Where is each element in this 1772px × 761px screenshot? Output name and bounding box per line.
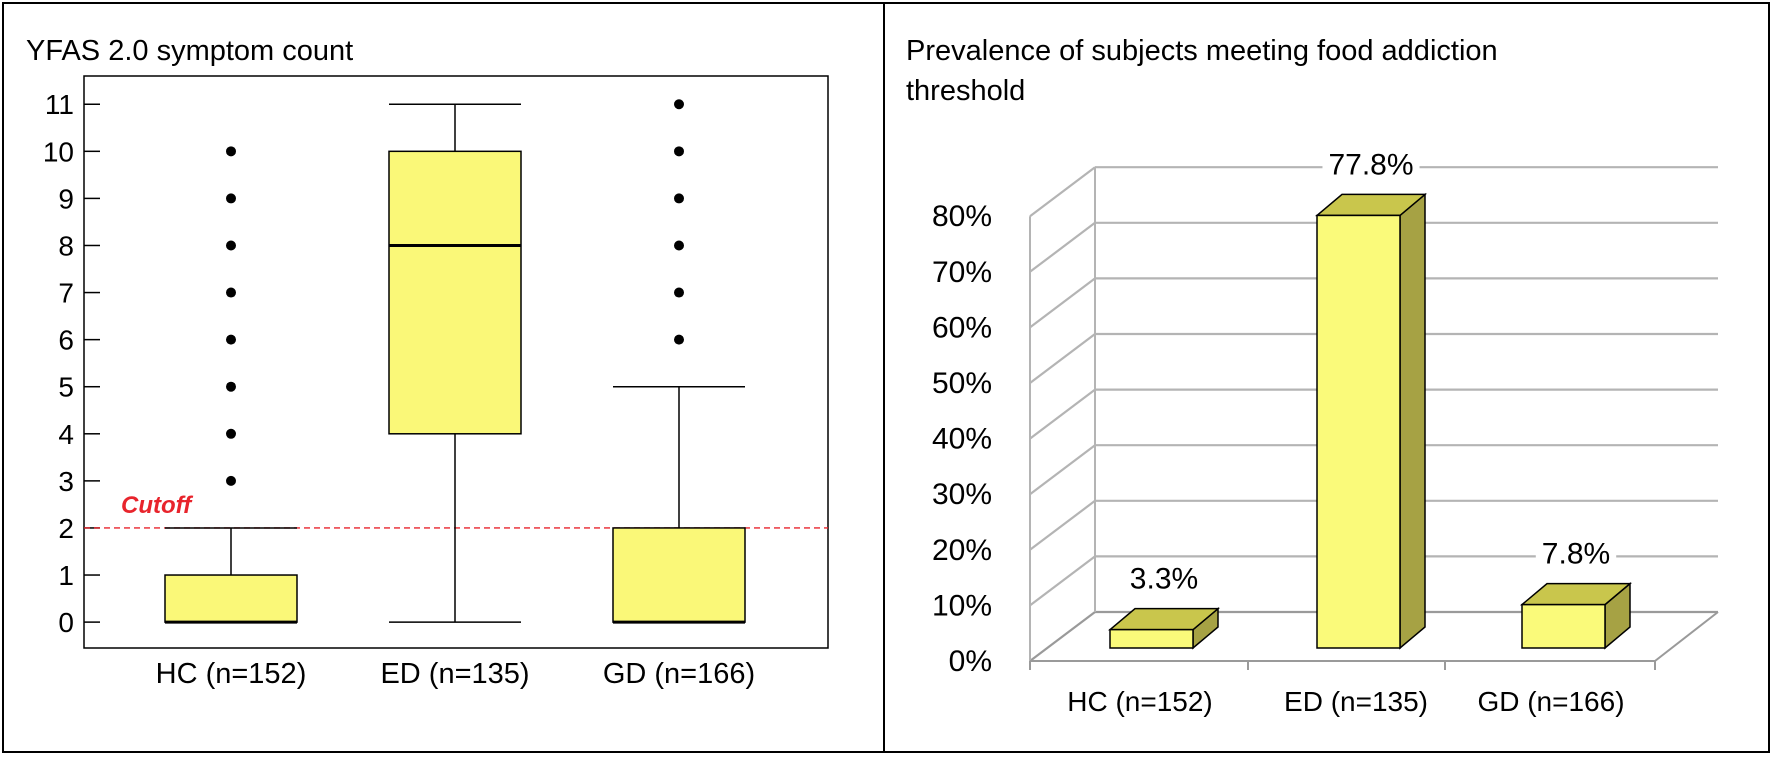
outlier-point [674, 287, 684, 298]
value-label-background [1123, 562, 1205, 596]
barchart-x-axis: HC (n=152) ED (n=135) GD (n=166) [1067, 686, 1624, 717]
barchart-panel: Prevalence of subjects meeting food addi… [906, 35, 1719, 717]
outlier-point [674, 146, 684, 157]
x-category-label: GD (n=166) [603, 658, 755, 690]
y-tick-label: 30% [932, 478, 992, 511]
grid-diagonal [1029, 333, 1096, 384]
iqr-box [164, 574, 298, 623]
boxplot-title: YFAS 2.0 symptom count [26, 35, 353, 67]
boxplot-x-axis: HC (n=152) ED (n=135) GD (n=166) [156, 658, 756, 690]
bar-0: 3.3% [1107, 562, 1221, 650]
outlier-point [226, 475, 236, 486]
value-label-background [1322, 148, 1420, 182]
y-tick-label: 1 [58, 560, 74, 591]
y-tick-label: 50% [932, 367, 992, 400]
iqr-box [612, 527, 746, 623]
outlier-point [226, 428, 236, 439]
y-tick-label: 10% [932, 589, 992, 622]
bar-value-label: 77.8% [1328, 148, 1413, 181]
boxplot-panel: YFAS 2.0 symptom count 0 1 2 3 4 5 6 7 8 9 10 11 Cu… [26, 35, 829, 690]
barchart-marks: 3.3% 77.8% 7.8% [1107, 148, 1633, 650]
outlier-point [674, 334, 684, 345]
grid-diagonal [1029, 221, 1096, 273]
iqr-box [388, 150, 522, 435]
boxplot-marks [164, 99, 746, 624]
y-tick-label: 60% [932, 311, 992, 344]
grid-diagonal [1029, 611, 1096, 662]
y-tick-label: 20% [932, 534, 992, 567]
outlier-point [674, 99, 684, 110]
outlier-point [226, 193, 236, 204]
outlier-point [674, 240, 684, 251]
floor-right-edge [1654, 611, 1719, 662]
x-category-label: GD (n=166) [1477, 686, 1624, 717]
x-category-label: HC (n=152) [1067, 686, 1213, 717]
y-tick-label: 10 [43, 136, 74, 167]
outlier-point [226, 240, 236, 251]
x-category-label: ED (n=135) [1284, 686, 1428, 717]
barchart-title-line-2: threshold [906, 75, 1025, 107]
outlier-point [226, 146, 236, 157]
bar-front-face [1521, 603, 1606, 649]
box-0 [164, 146, 298, 624]
y-tick-label: 70% [932, 256, 992, 289]
bar-value-label: 7.8% [1542, 538, 1610, 571]
y-tick-label: 4 [58, 419, 74, 450]
grid-diagonal [1029, 166, 1096, 218]
outlier-point [674, 193, 684, 204]
y-tick-label: 2 [58, 513, 74, 544]
bar-1: 77.8% [1314, 148, 1428, 650]
boxplot-plot-area [83, 75, 829, 649]
grid-diagonal [1029, 277, 1096, 329]
bar-2: 7.8% [1519, 537, 1633, 650]
grid-diagonal [1029, 499, 1096, 551]
boxplot-y-axis: 0 1 2 3 4 5 6 7 8 9 10 11 [43, 89, 100, 638]
grid-diagonal [1029, 444, 1096, 496]
y-tick-label: 8 [58, 230, 74, 261]
y-tick-label: 0 [58, 607, 74, 638]
bar-side-face [1399, 192, 1426, 650]
cutoff-label: Cutoff [121, 492, 193, 519]
x-category-label: HC (n=152) [156, 658, 307, 690]
y-tick-label: 11 [45, 89, 74, 120]
y-tick-label: 40% [932, 423, 992, 456]
y-tick-label: 9 [58, 183, 74, 214]
box-2 [612, 99, 746, 624]
outlier-point [226, 287, 236, 298]
barchart-title-line-1: Prevalence of subjects meeting food addi… [906, 35, 1498, 67]
outlier-point [226, 381, 236, 392]
outlier-point [226, 334, 236, 345]
cutoff-reference: Cutoff [84, 492, 828, 529]
bar-front-face [1316, 214, 1401, 649]
grid-diagonal [1029, 555, 1096, 607]
value-label-background [1535, 537, 1617, 571]
y-tick-label: 80% [932, 200, 992, 233]
y-tick-label: 7 [58, 278, 74, 309]
bar-value-label: 3.3% [1130, 563, 1198, 596]
bar-front-face [1109, 628, 1194, 649]
grid-diagonal [1029, 388, 1096, 440]
y-tick-label: 0% [949, 645, 992, 678]
y-tick-label: 6 [58, 325, 74, 356]
y-tick-label: 5 [58, 372, 74, 403]
x-category-label: ED (n=135) [380, 658, 529, 690]
y-tick-label: 3 [58, 466, 74, 497]
box-1 [388, 103, 522, 623]
